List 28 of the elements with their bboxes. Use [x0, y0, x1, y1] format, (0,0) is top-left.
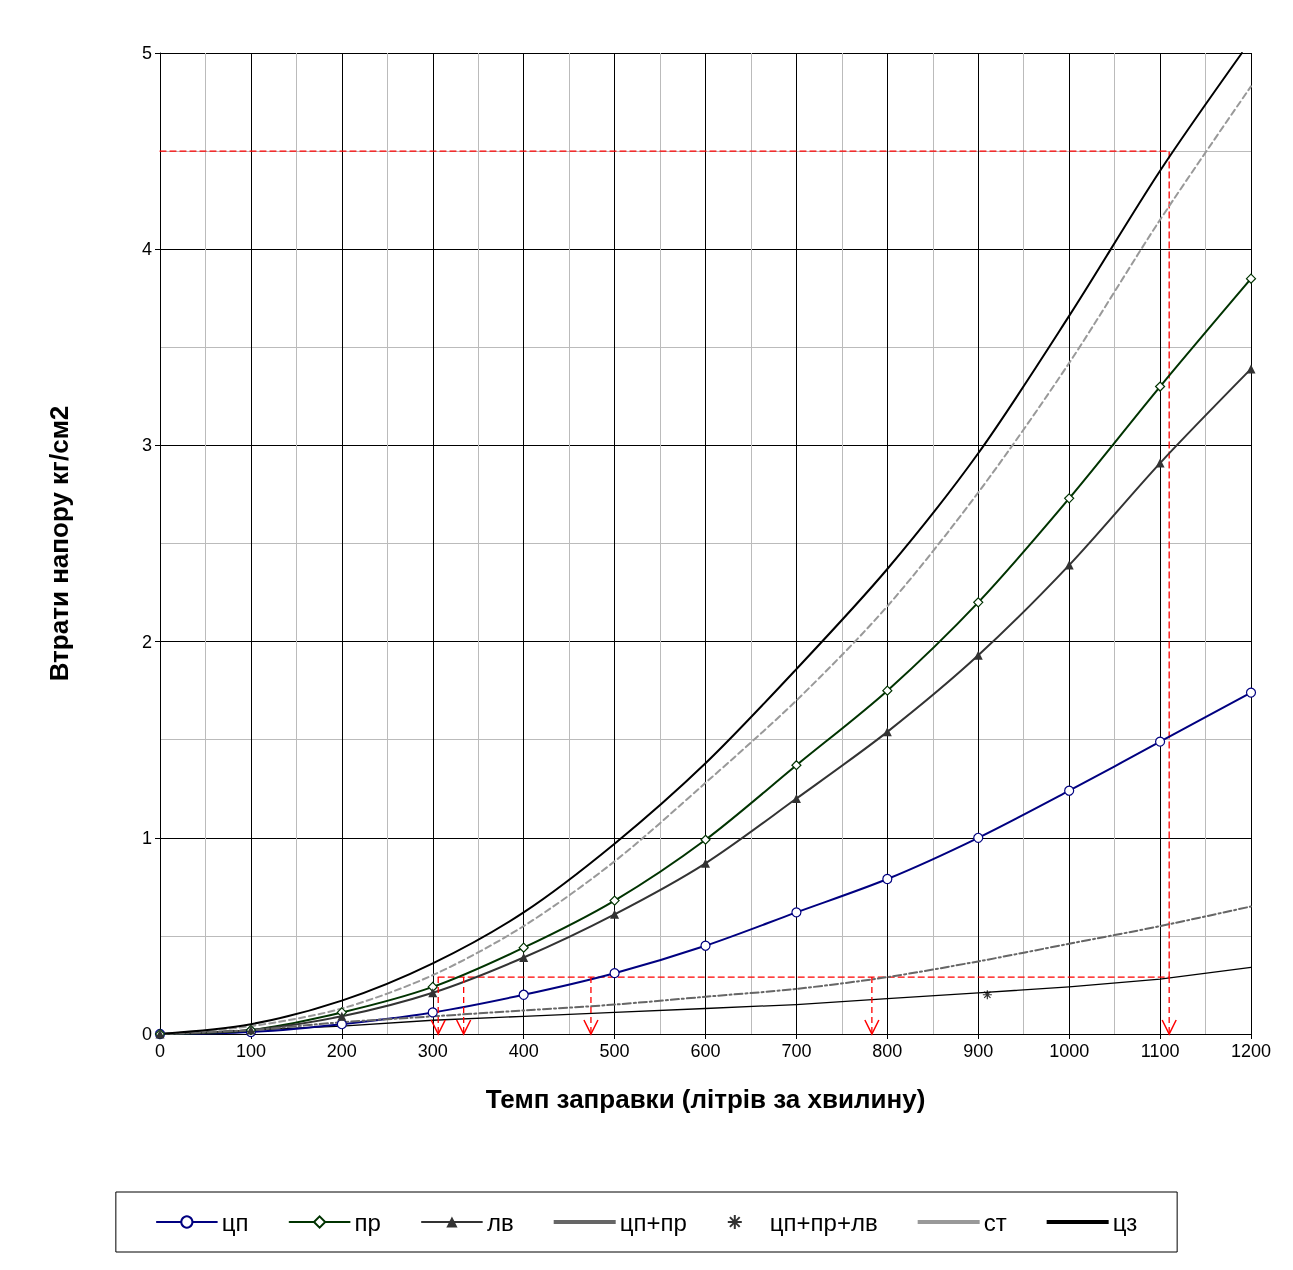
legend-label: лв: [486, 1208, 514, 1236]
x-tick-label: 500: [599, 1041, 630, 1061]
legend-label: ст: [983, 1208, 1007, 1236]
x-tick-label: 1100: [1140, 1041, 1180, 1061]
x-tick-label: 300: [417, 1041, 448, 1061]
x-tick-label: 900: [963, 1041, 994, 1061]
y-tick-label: 1: [141, 827, 152, 848]
x-axis-title: Темп заправки (літрів за хвилину): [485, 1084, 926, 1114]
legend-label: пр: [354, 1208, 381, 1236]
y-tick-label: 5: [141, 43, 152, 63]
x-tick-label: 400: [508, 1041, 539, 1061]
y-tick-label: 4: [141, 239, 152, 260]
y-tick-label: 2: [141, 631, 152, 652]
y-tick-label: 3: [141, 435, 152, 456]
x-tick-label: 800: [872, 1041, 903, 1061]
legend-label: цп+пр+лв: [769, 1208, 878, 1236]
x-tick-label: 0: [154, 1041, 166, 1061]
x-tick-label: 700: [781, 1041, 812, 1061]
x-tick-label: 1000: [1049, 1041, 1090, 1061]
x-tick-label: 200: [326, 1041, 357, 1061]
legend-label: цп+пр: [619, 1208, 687, 1236]
y-axis-title: Втрати напору кг/см2: [44, 405, 74, 682]
y-tick-label: 0: [141, 1024, 152, 1044]
x-tick-label: 1200: [1230, 1041, 1272, 1061]
legend-label: цп: [221, 1208, 249, 1236]
x-tick-label: 100: [235, 1041, 266, 1061]
x-tick-label: 600: [690, 1041, 721, 1061]
legend-label: цз: [1112, 1208, 1138, 1236]
